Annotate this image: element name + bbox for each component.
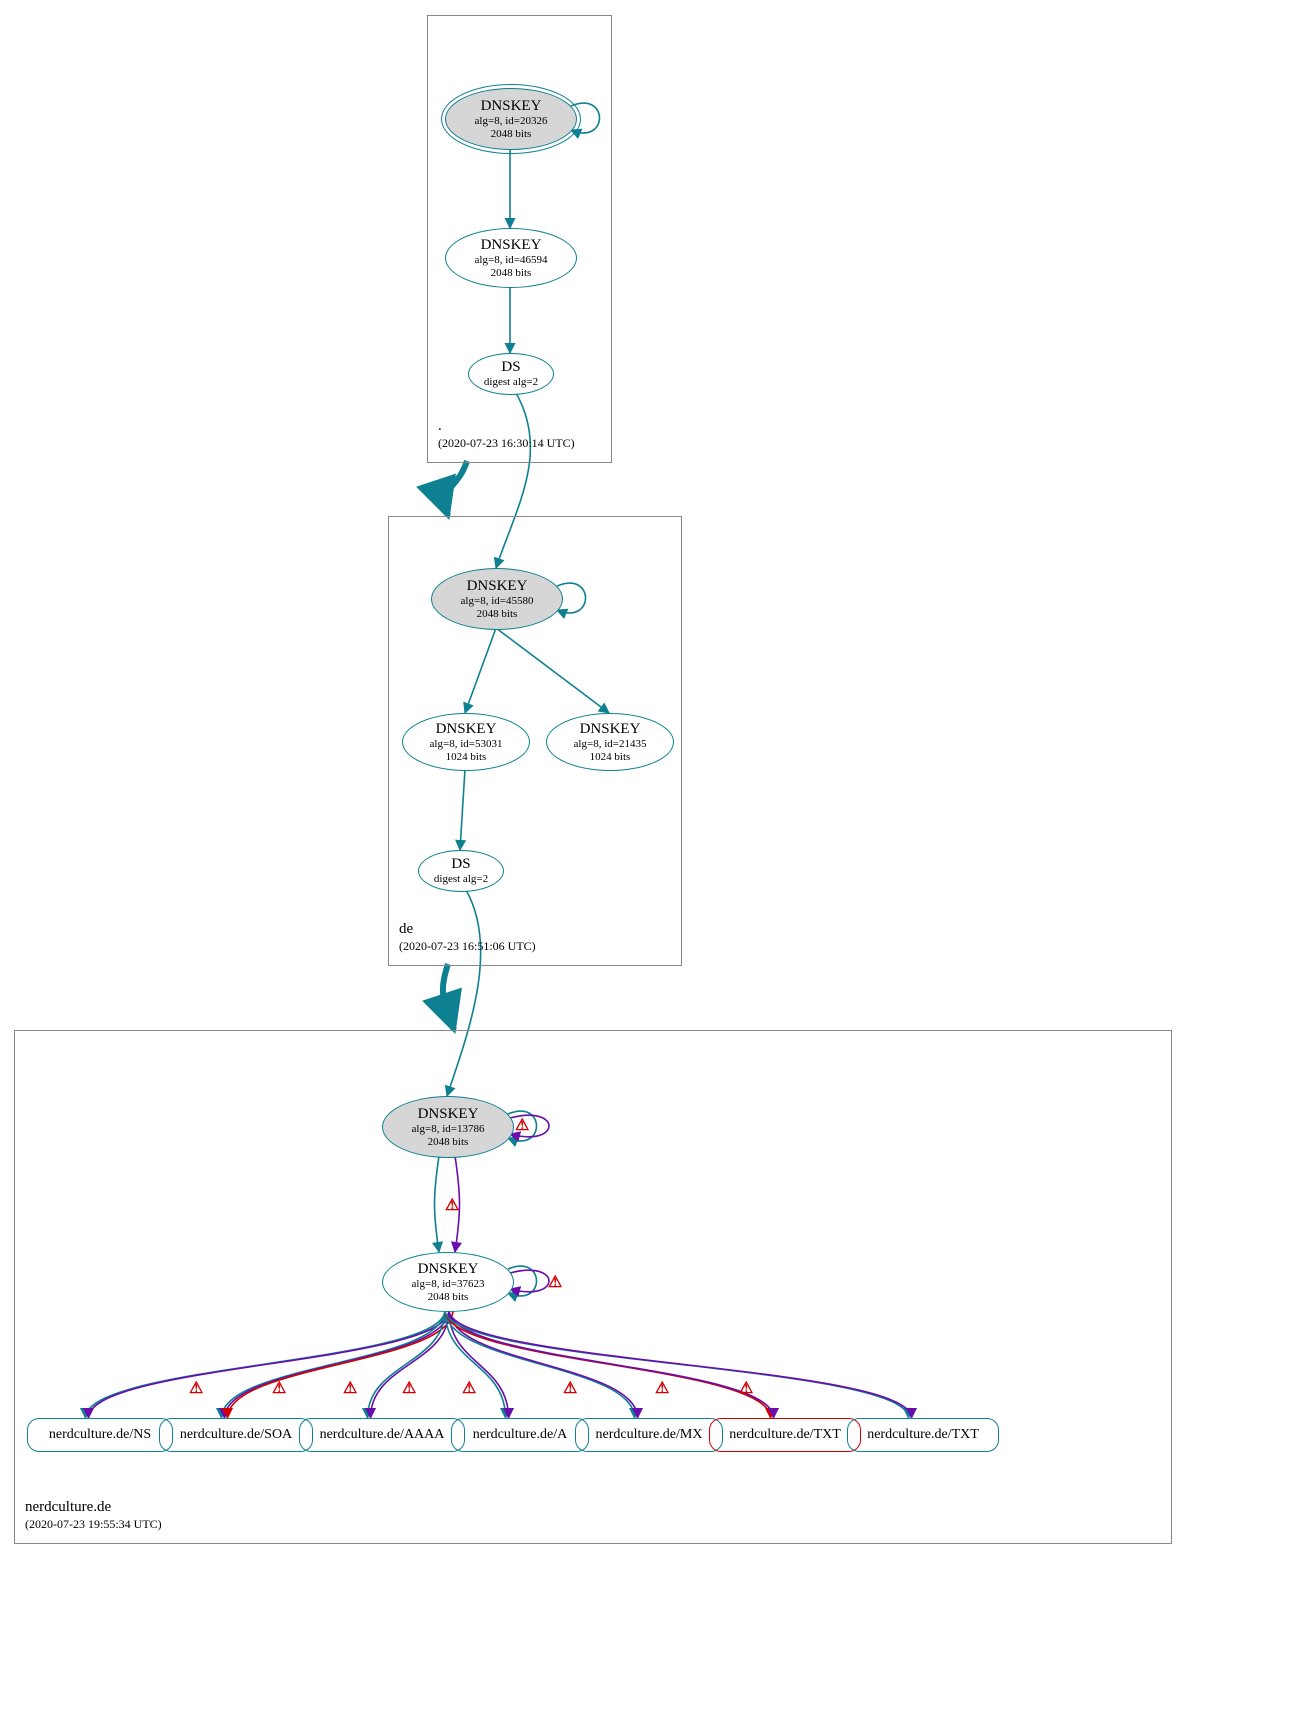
node-sub2: 1024 bits bbox=[590, 751, 631, 764]
zone-nerdculture: nerdculture.de (2020-07-23 19:55:34 UTC) bbox=[14, 1030, 1172, 1544]
zone-root-name: . bbox=[438, 417, 575, 437]
node-sub2: 2048 bits bbox=[491, 128, 532, 141]
node-sub1: alg=8, id=46594 bbox=[475, 254, 548, 267]
warning-icon: ⚠ bbox=[445, 1195, 459, 1215]
node-title: DNSKEY bbox=[481, 98, 542, 115]
node-root-ds: DSdigest alg=2 bbox=[468, 353, 554, 395]
node-de-ksk: DNSKEYalg=8, id=455802048 bits bbox=[431, 568, 563, 630]
node-sub1: alg=8, id=21435 bbox=[574, 738, 647, 751]
warning-icon: ⚠ bbox=[402, 1378, 416, 1398]
warning-icon: ⚠ bbox=[462, 1378, 476, 1398]
node-title: DNSKEY bbox=[481, 237, 542, 254]
warning-icon: ⚠ bbox=[343, 1378, 357, 1398]
warning-icon: ⚠ bbox=[189, 1378, 203, 1398]
node-sub1: digest alg=2 bbox=[484, 376, 538, 389]
node-title: DS bbox=[501, 359, 520, 376]
zone-nerdculture-ts: (2020-07-23 19:55:34 UTC) bbox=[25, 1517, 162, 1533]
node-sub2: 1024 bits bbox=[446, 751, 487, 764]
zone-root-label: . (2020-07-23 16:30:14 UTC) bbox=[438, 417, 575, 452]
node-sub2: 2048 bits bbox=[491, 267, 532, 280]
warning-icon: ⚠ bbox=[563, 1378, 577, 1398]
warning-icon: ⚠ bbox=[548, 1272, 562, 1292]
warning-icon: ⚠ bbox=[739, 1378, 753, 1398]
zone-root-ts: (2020-07-23 16:30:14 UTC) bbox=[438, 436, 575, 452]
node-sub1: alg=8, id=45580 bbox=[461, 595, 534, 608]
node-de-zsk1: DNSKEYalg=8, id=530311024 bits bbox=[402, 713, 530, 771]
node-sub2: 2048 bits bbox=[428, 1136, 469, 1149]
record-5: nerdculture.de/TXT bbox=[709, 1418, 861, 1452]
zone-de-label: de (2020-07-23 16:51:06 UTC) bbox=[399, 920, 536, 955]
zone-nerdculture-name: nerdculture.de bbox=[25, 1498, 162, 1518]
node-de-ds: DSdigest alg=2 bbox=[418, 850, 504, 892]
node-sub2: 2048 bits bbox=[477, 608, 518, 621]
record-0: nerdculture.de/NS bbox=[27, 1418, 173, 1452]
node-sub1: alg=8, id=13786 bbox=[412, 1123, 485, 1136]
zone-de-name: de bbox=[399, 920, 536, 940]
node-sub1: alg=8, id=37623 bbox=[412, 1278, 485, 1291]
warning-icon: ⚠ bbox=[515, 1115, 529, 1135]
node-sub1: alg=8, id=53031 bbox=[430, 738, 503, 751]
node-root-ksk: DNSKEYalg=8, id=203262048 bits bbox=[445, 88, 577, 150]
node-nerd-zsk: DNSKEYalg=8, id=376232048 bits bbox=[382, 1252, 514, 1312]
record-3: nerdculture.de/A bbox=[451, 1418, 589, 1452]
node-title: DNSKEY bbox=[418, 1106, 479, 1123]
node-title: DNSKEY bbox=[436, 721, 497, 738]
node-sub1: alg=8, id=20326 bbox=[475, 115, 548, 128]
record-1: nerdculture.de/SOA bbox=[159, 1418, 313, 1452]
zone-de-ts: (2020-07-23 16:51:06 UTC) bbox=[399, 939, 536, 955]
node-sub1: digest alg=2 bbox=[434, 873, 488, 886]
warning-icon: ⚠ bbox=[272, 1378, 286, 1398]
node-title: DNSKEY bbox=[467, 578, 528, 595]
node-title: DS bbox=[451, 856, 470, 873]
node-nerd-ksk: DNSKEYalg=8, id=137862048 bits bbox=[382, 1096, 514, 1158]
record-2: nerdculture.de/AAAA bbox=[299, 1418, 465, 1452]
zone-nerdculture-label: nerdculture.de (2020-07-23 19:55:34 UTC) bbox=[25, 1498, 162, 1533]
node-de-zsk2: DNSKEYalg=8, id=214351024 bits bbox=[546, 713, 674, 771]
node-title: DNSKEY bbox=[580, 721, 641, 738]
node-title: DNSKEY bbox=[418, 1261, 479, 1278]
record-4: nerdculture.de/MX bbox=[575, 1418, 723, 1452]
node-root-zsk: DNSKEYalg=8, id=465942048 bits bbox=[445, 228, 577, 288]
record-6: nerdculture.de/TXT bbox=[847, 1418, 999, 1452]
node-sub2: 2048 bits bbox=[428, 1291, 469, 1304]
warning-icon: ⚠ bbox=[655, 1378, 669, 1398]
